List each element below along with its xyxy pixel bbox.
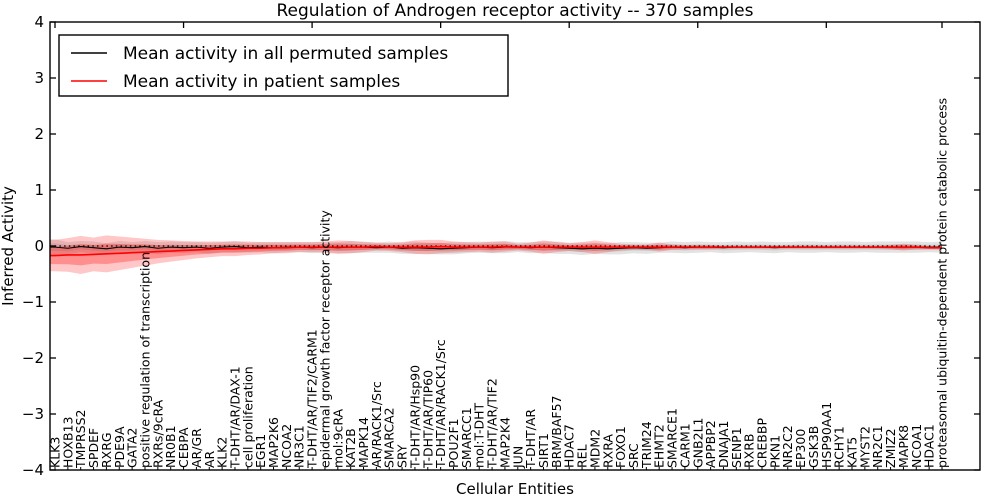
entity-label: MAP2K6: [266, 417, 281, 468]
entity-label: T-DHT/AR/DAX-1: [227, 366, 242, 469]
entity-label: SRY: [395, 444, 410, 468]
confidence-bands: [50, 235, 942, 274]
entity-label: EGR1: [253, 434, 268, 468]
entity-label: CARM1: [677, 423, 692, 468]
patient-band-outer: [50, 235, 942, 274]
entity-label: NR3C1: [292, 425, 307, 468]
entity-label: KAT2B: [343, 428, 358, 468]
x-axis-label: Cellular Entities: [456, 480, 574, 498]
y-tick-label: −3: [22, 405, 44, 423]
entity-label: APPBP2: [703, 420, 718, 468]
entity-label: PDE9A: [112, 426, 127, 468]
entity-label: POU2F1: [446, 418, 461, 468]
entity-label: TMPRSS2: [73, 410, 88, 469]
entity-label: NR2C2: [780, 425, 795, 468]
y-tick-label: 0: [34, 237, 44, 255]
y-axis-label: Inferred Activity: [0, 186, 17, 306]
entity-label: NCOA1: [909, 424, 924, 468]
entity-label: RXRs/9cRA: [150, 399, 165, 468]
legend-label-patient: Mean activity in patient samples: [123, 72, 400, 92]
entity-label: NR0B1: [163, 425, 178, 468]
entity-label: SIRT1: [536, 433, 551, 468]
series-lines: [50, 245, 942, 257]
entity-label: RXRB: [742, 433, 757, 468]
y-tick-label: 4: [34, 13, 44, 31]
x-tick-entity-labels: KLK3HOXB13TMPRSS2SPDEFRXRGPDE9AGATA2posi…: [48, 98, 950, 469]
entity-label: HDAC7: [562, 424, 577, 468]
entity-label: RXRG: [99, 432, 114, 468]
entity-label: REL: [575, 444, 590, 468]
entity-label: T-DHT/AR/TIF2/CARM1: [305, 329, 320, 469]
legend-label-permuted: Mean activity in all permuted samples: [123, 44, 448, 64]
entity-label: mol:T-DHT: [472, 402, 487, 468]
entity-label: RCHY1: [832, 426, 847, 468]
entity-label: T-DHT/AR/TIP60: [420, 370, 435, 469]
entity-label: SMARCE1: [665, 408, 680, 468]
entity-label: RXRA: [600, 434, 615, 468]
entity-label: mol:9cRA: [330, 408, 345, 468]
y-tick-label: −1: [22, 293, 44, 311]
entity-label: HSP90AA1: [819, 402, 834, 468]
entity-label: KAT5: [845, 437, 860, 468]
y-tick-label: 1: [34, 181, 44, 199]
entity-label: positive regulation of transcription: [137, 252, 152, 468]
entity-label: SMARCC1: [459, 407, 474, 468]
entity-label: MDM2: [587, 429, 602, 468]
entity-label: epidermal growth factor receptor activit…: [317, 210, 332, 468]
entity-label: EHMT2: [652, 424, 667, 468]
entity-label: BRM/BAF57: [549, 396, 564, 468]
entity-label: TRIM24: [639, 421, 654, 469]
entity-label: MAP2K4: [497, 417, 512, 468]
entity-label: NR2C1: [870, 425, 885, 468]
entity-label: HDAC1: [922, 424, 937, 468]
entity-label: T-DHT/AR/Hsp90: [407, 365, 422, 469]
entity-label: KLK2: [215, 437, 230, 468]
entity-label: SENP1: [729, 427, 744, 468]
entity-label: CREBBP: [755, 418, 770, 468]
entity-label: SPDEF: [86, 428, 101, 468]
entity-label: AR/GR: [189, 428, 204, 468]
chart-title: Regulation of Androgen receptor activity…: [277, 1, 754, 21]
entity-label: SMARCA2: [382, 407, 397, 468]
y-tick-labels: 4 3 2 1 0 −1 −2 −3 −4: [22, 13, 44, 479]
entity-label: proteasomal ubiquitin-dependent protein …: [934, 98, 949, 468]
patient-mean-line: [50, 245, 942, 257]
entity-label: T-DHT/AR/TIF2: [485, 378, 500, 469]
entity-label: cell proliferation: [240, 366, 255, 468]
entity-label: AR: [202, 450, 217, 468]
entity-label: GATA2: [125, 428, 140, 468]
entity-label: SRC: [626, 443, 641, 468]
y-tick-label: 3: [34, 69, 44, 87]
entity-label: T-DHT/AR: [523, 409, 538, 469]
entity-label: KLK3: [48, 437, 63, 468]
entity-label: MAPK14: [356, 417, 371, 468]
legend-box: [58, 34, 509, 97]
entity-label: T-DHT/AR/RACK1/Src: [433, 339, 448, 469]
y-tick-label: 2: [34, 125, 44, 143]
patient-band-inner: [50, 242, 942, 266]
entity-label: EP300: [793, 429, 808, 468]
entity-label: NCOA2: [279, 424, 294, 468]
entity-label: MAPK8: [896, 425, 911, 468]
entity-label: MYST2: [857, 426, 872, 468]
entity-label: ZMIZ2: [883, 428, 898, 468]
entity-label: FOXO1: [613, 426, 628, 468]
entity-label: PKN1: [767, 435, 782, 468]
entity-label: HOXB13: [60, 417, 75, 468]
y-tick-label: −2: [22, 349, 44, 367]
entity-label: JUN: [510, 446, 525, 469]
entity-label: CEBPA: [176, 427, 191, 468]
entity-label: DNAJA1: [716, 421, 731, 469]
entity-label: AR/RACK1/Src: [369, 381, 384, 468]
entity-label: GSK3B: [806, 426, 821, 468]
plot-frame: [49, 21, 981, 471]
y-tick-label: −4: [22, 461, 44, 479]
entity-label: GNB2L1: [690, 418, 705, 468]
legend: Mean activity in all permuted samples Me…: [58, 34, 509, 97]
